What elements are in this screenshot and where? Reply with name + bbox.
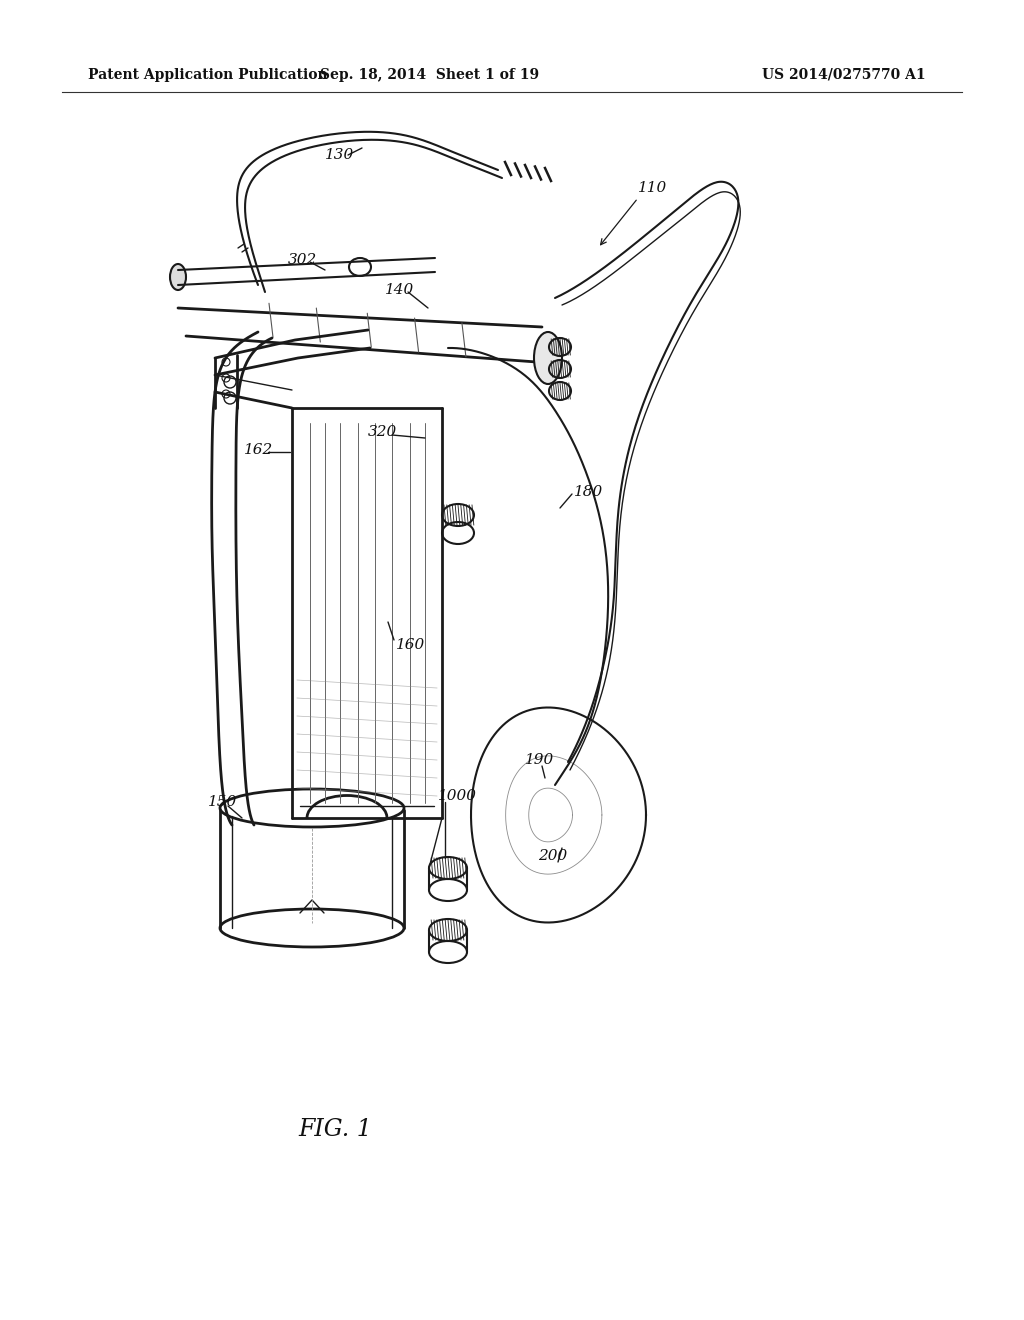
- Text: 110: 110: [638, 181, 668, 195]
- Ellipse shape: [534, 333, 562, 384]
- Text: Sep. 18, 2014  Sheet 1 of 19: Sep. 18, 2014 Sheet 1 of 19: [321, 69, 540, 82]
- Text: 150: 150: [208, 795, 238, 809]
- Text: US 2014/0275770 A1: US 2014/0275770 A1: [762, 69, 926, 82]
- Text: 162: 162: [244, 444, 273, 457]
- Text: 190: 190: [525, 752, 554, 767]
- Text: FIG. 1: FIG. 1: [298, 1118, 372, 1140]
- Text: 160: 160: [396, 638, 425, 652]
- Text: 320: 320: [368, 425, 397, 440]
- Text: 1000: 1000: [438, 789, 477, 803]
- Text: Patent Application Publication: Patent Application Publication: [88, 69, 328, 82]
- Ellipse shape: [170, 264, 186, 290]
- Text: 180: 180: [574, 484, 603, 499]
- Text: 200: 200: [538, 849, 567, 863]
- Text: 130: 130: [325, 148, 354, 162]
- Text: 302: 302: [288, 253, 317, 267]
- Text: 140: 140: [385, 282, 415, 297]
